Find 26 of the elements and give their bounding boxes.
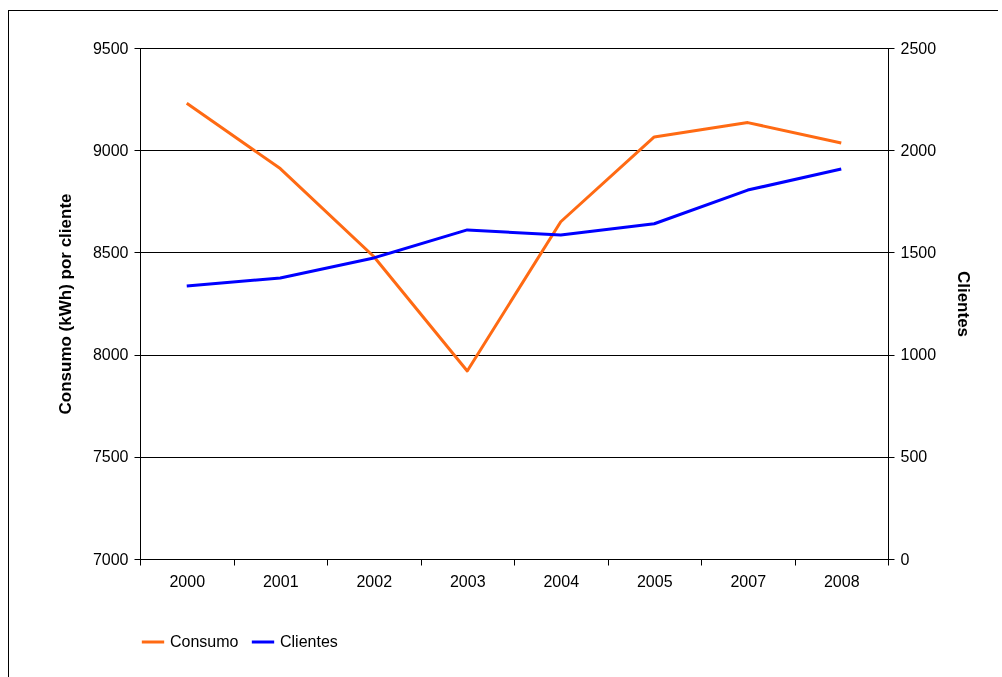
y-tick-label: 7500 — [92, 448, 129, 466]
y2-tick-label: 2500 — [900, 39, 937, 57]
y-tick-label: 8000 — [92, 346, 129, 364]
y2-tick-label: 1000 — [900, 346, 937, 364]
y2-tick-label: 1500 — [900, 243, 937, 261]
y2-tick-label: 500 — [900, 448, 928, 466]
legend-label: Consumo — [170, 633, 239, 650]
y-tick-label: 9000 — [92, 141, 129, 159]
y2-tick-label: 2000 — [900, 141, 937, 159]
line-series — [185, 101, 843, 373]
y-tick-label: 8500 — [92, 243, 129, 261]
x-tick-label: 2007 — [730, 572, 767, 590]
y-tick-label: 7000 — [92, 550, 129, 568]
x-tick-label: 2000 — [169, 572, 206, 590]
y-tick-label: 9500 — [92, 39, 129, 57]
legend-label: Clientes — [280, 633, 338, 650]
x-tick-label: 2005 — [636, 572, 673, 590]
x-tick-label: 2003 — [449, 572, 486, 590]
x-tick-label: 2008 — [823, 572, 860, 590]
line-series — [185, 167, 843, 288]
y2-tick-label: 0 — [900, 550, 910, 568]
y-axis-title: Consumo (kWh) por cliente — [55, 193, 75, 415]
y2-axis-title: Clientes — [954, 270, 974, 338]
x-tick-label: 2004 — [543, 572, 580, 590]
x-tick-label: 2002 — [356, 572, 393, 590]
x-tick-label: 2001 — [262, 572, 299, 590]
